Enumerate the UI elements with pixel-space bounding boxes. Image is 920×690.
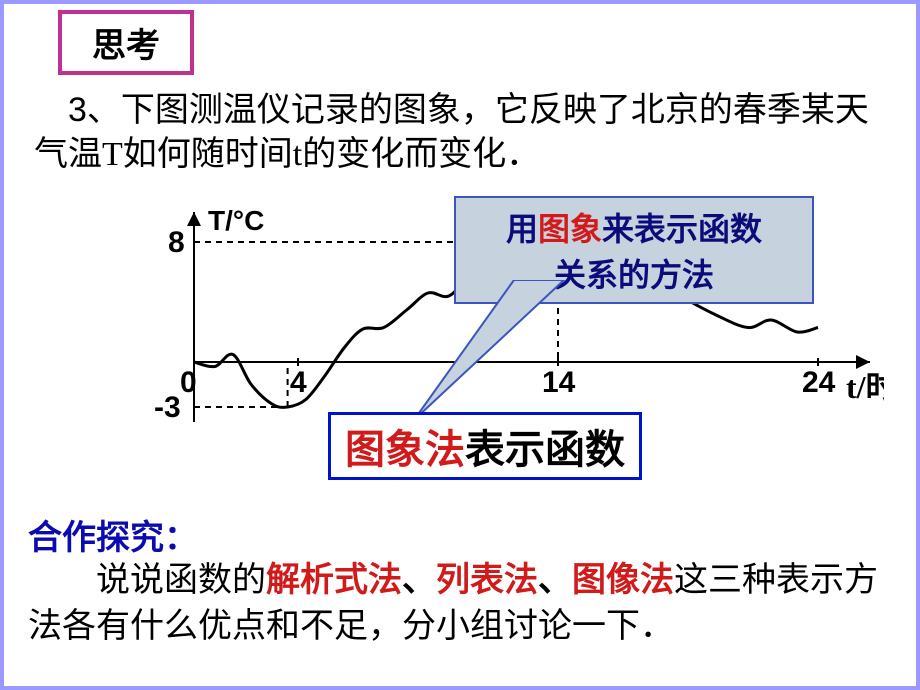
method-box: 图象法表示函数: [328, 412, 642, 480]
callout-line1: 用图象来表示函数: [466, 204, 802, 250]
svg-text:T/°C: T/°C: [208, 205, 264, 236]
callout: 用图象来表示函数 关系的方法: [454, 196, 814, 304]
svg-text:-3: -3: [154, 391, 181, 424]
svg-text:8: 8: [168, 226, 185, 259]
cooperation-title: 合作探究：: [28, 510, 198, 559]
problem-body: 、下图测温仪记录的图象，它反映了北京的春季某天气温T如何随时间t的变化而变化．: [34, 92, 869, 173]
svg-text:t/时: t/时: [846, 369, 884, 405]
svg-text:24: 24: [802, 366, 836, 399]
svg-text:4: 4: [290, 366, 307, 399]
slide-frame: 思考 3、下图测温仪记录的图象，它反映了北京的春季某天气温T如何随时间t的变化而…: [0, 0, 920, 690]
problem-number: 3: [68, 91, 87, 129]
think-label: 思考: [92, 28, 160, 65]
svg-text:0: 0: [180, 366, 197, 399]
cooperation-body: 说说函数的解析式法、列表法、图像法这三种表示方法各有什么优点和不足，分小组讨论一…: [28, 558, 898, 650]
think-box: 思考: [58, 10, 194, 75]
problem-text: 3、下图测温仪记录的图象，它反映了北京的春季某天气温T如何随时间t的变化而变化．: [34, 88, 898, 177]
method-text: 图象法表示函数: [345, 427, 625, 472]
